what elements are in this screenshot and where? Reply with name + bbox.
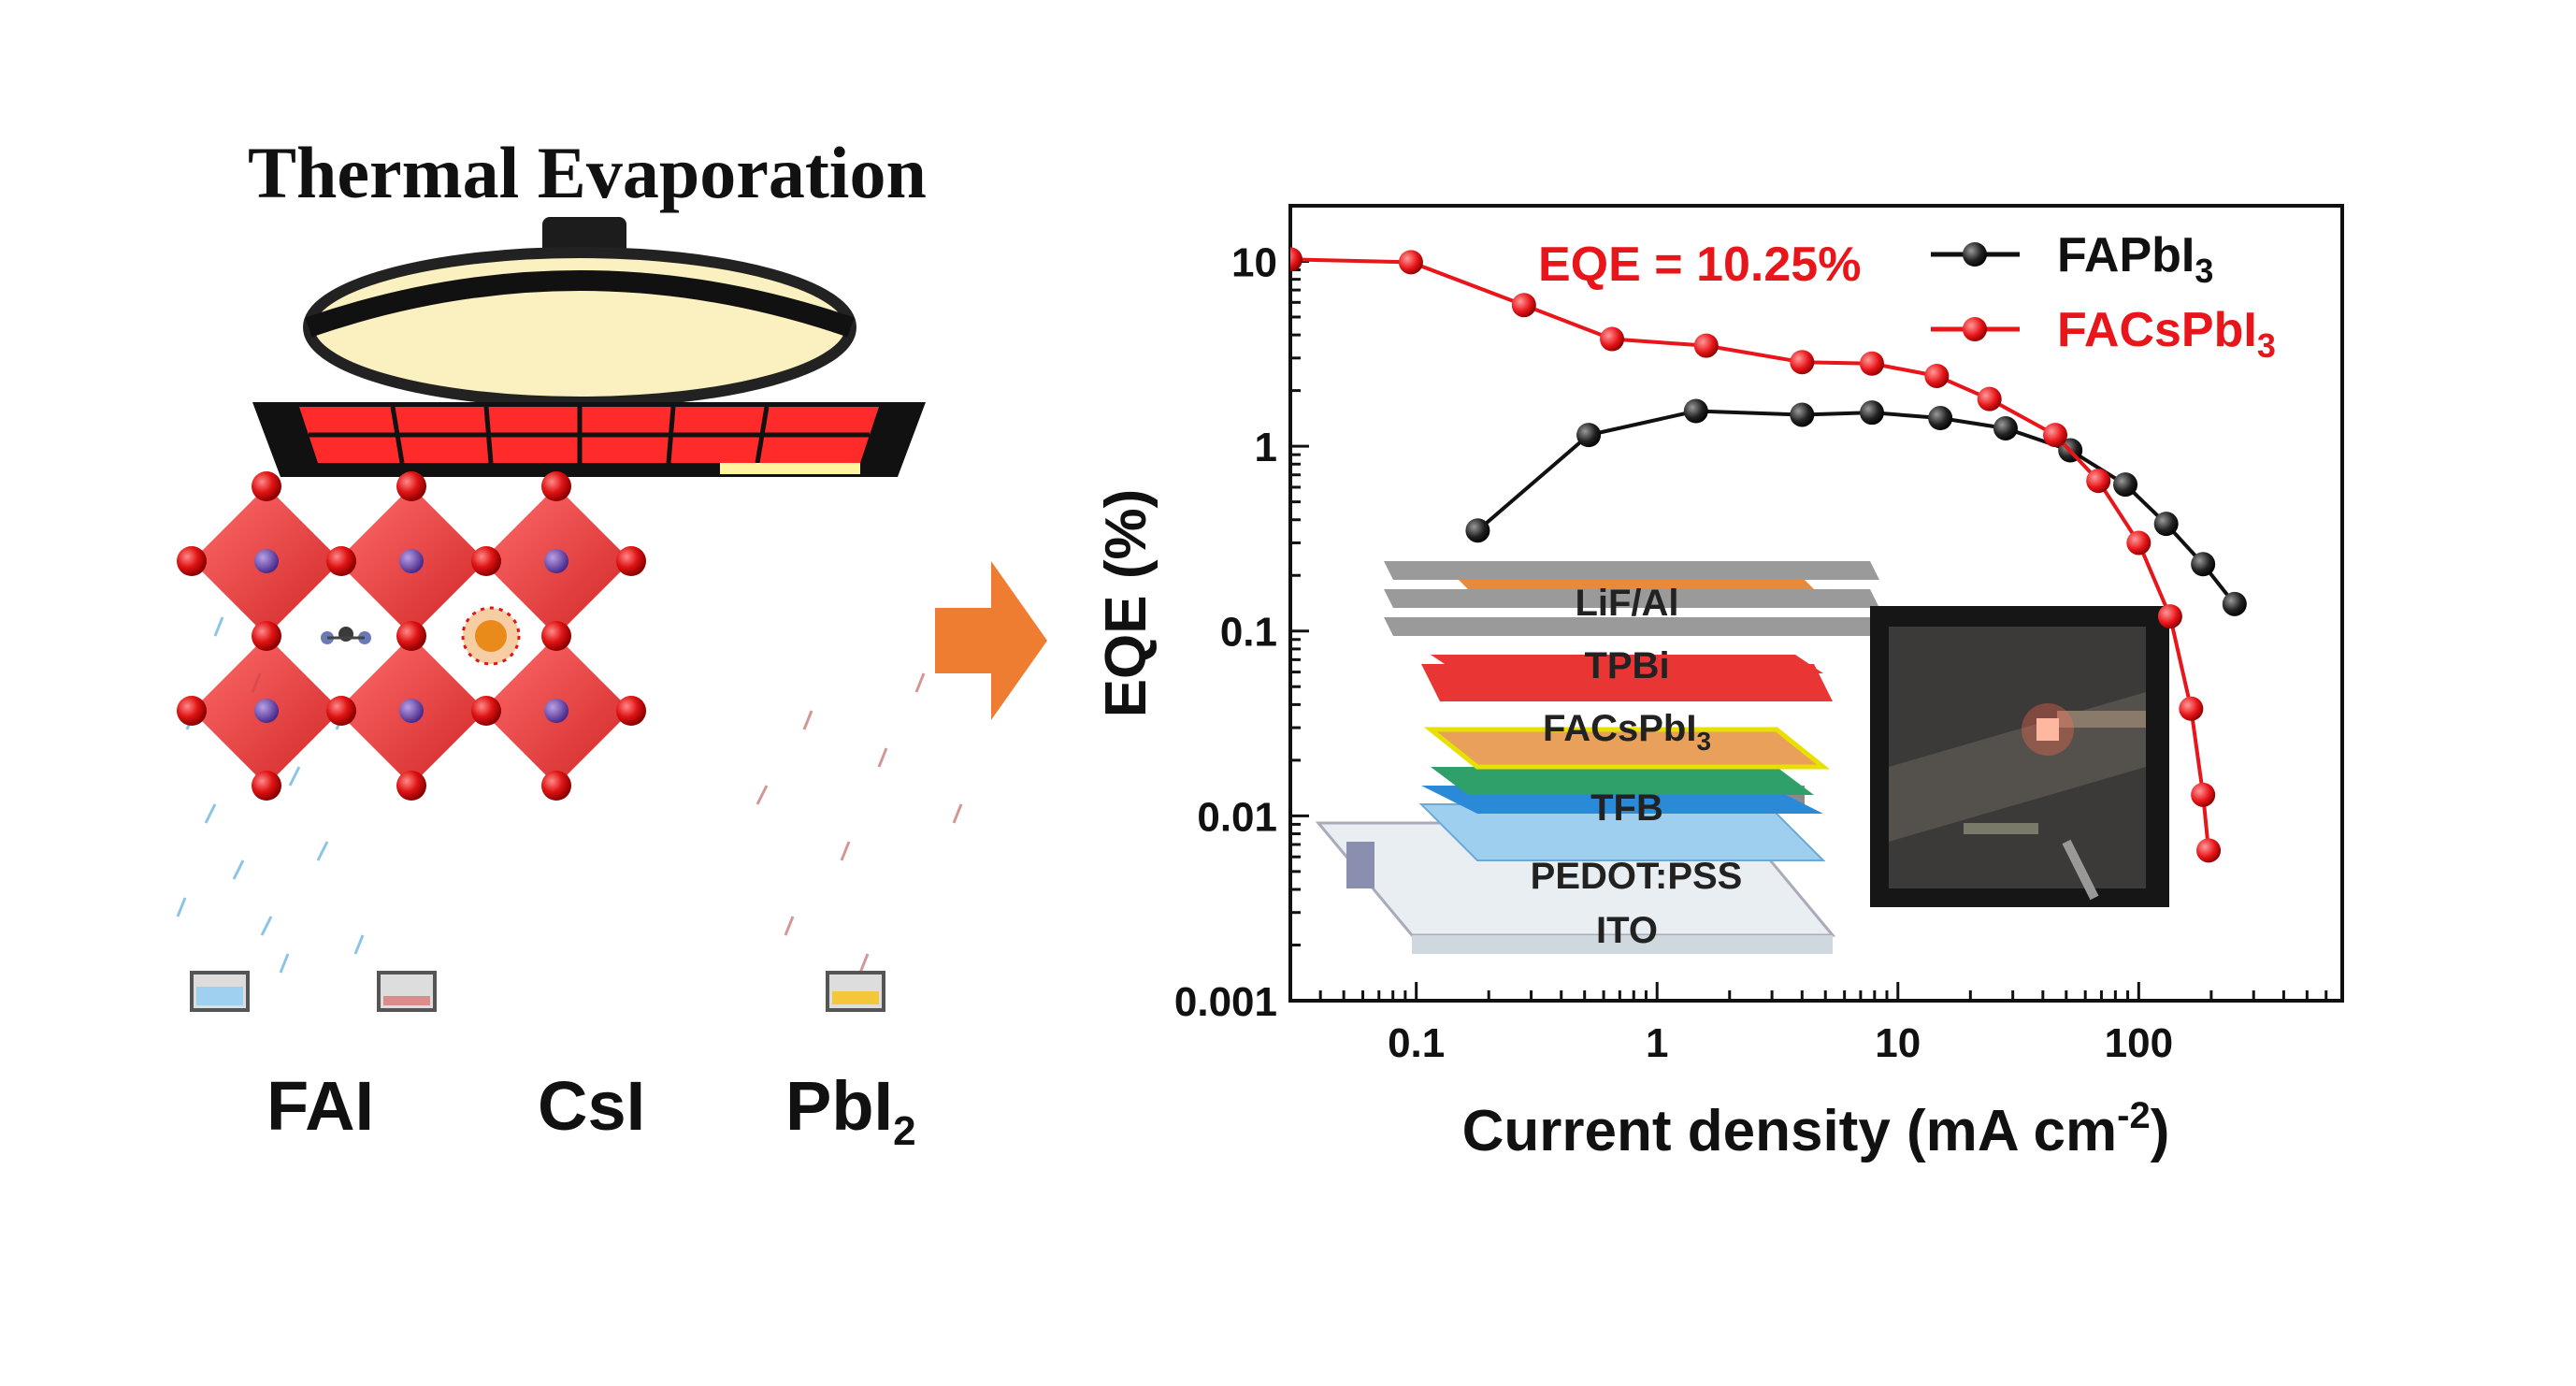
legend-entry-facspbi3: FACsPbI3: [1931, 303, 2276, 365]
fa-cation: [321, 627, 371, 644]
crucible-csi: [377, 971, 437, 1012]
data-point: [1290, 247, 1302, 272]
y-tick-label: 0.01: [1197, 794, 1277, 840]
cs-cation: [461, 606, 521, 666]
y-tick-label: 0.001: [1174, 979, 1277, 1025]
data-point: [1790, 402, 1815, 427]
data-point: [1859, 400, 1884, 426]
layer-label-tfb: TFB: [1590, 787, 1663, 829]
layer-label-pedot-pss: PEDOT:PSS: [1531, 856, 1743, 897]
data-point: [1928, 406, 1953, 431]
data-point: [2113, 472, 2138, 498]
data-point: [2126, 530, 2151, 556]
data-point: [2043, 423, 2068, 448]
data-point: [2086, 469, 2111, 494]
layer-label-facspbi3: FACsPbI3: [1543, 708, 1711, 756]
y-tick-label: 0.1: [1220, 610, 1277, 656]
perovskite-octahedra: [177, 471, 646, 801]
data-point: [2222, 591, 2247, 616]
data-point: [1693, 333, 1719, 358]
data-point: [1600, 326, 1625, 352]
data-point: [1576, 423, 1602, 448]
x-axis-title: Current density (mA cm-2): [1462, 1095, 2170, 1163]
y-tick-label: 1: [1255, 425, 1277, 470]
crucible-fai: [190, 971, 250, 1012]
data-point: [2157, 604, 2182, 629]
data-point: [1398, 250, 1423, 275]
substrate-grid: [252, 402, 926, 477]
legend: FAPbI3 FACsPbI3: [1931, 228, 2276, 365]
illustration-title: Thermal Evaporation: [248, 132, 927, 213]
process-arrow-icon: [935, 561, 1047, 720]
data-point: [2153, 512, 2179, 537]
series-line-1: [1290, 257, 2211, 851]
x-tick-label: 0.1: [1388, 1020, 1445, 1066]
y-axis-title: EQE (%): [1094, 489, 1158, 718]
device-stack-inset: LiF/Al TPBi FACsPbI3 TFB PEDOT:PSS ITO: [1315, 561, 1879, 954]
data-point: [1993, 415, 2018, 440]
data-point: [1859, 351, 1884, 376]
data-point: [1977, 386, 2002, 411]
device-photo-inset: [1870, 606, 2169, 907]
data-point: [1683, 398, 1708, 424]
x-tick-label: 1: [1646, 1020, 1668, 1066]
source-label-csi: CsI: [538, 1067, 646, 1145]
layer-label-tpbi: TPBi: [1584, 645, 1669, 686]
data-point: [2191, 782, 2216, 807]
data-point: [1465, 518, 1490, 543]
eqe-chart: 0.1 1 10 100 0.001 0.01 0.1 1 10 EQE (%) Current…: [1094, 204, 2344, 1163]
data-point: [2179, 696, 2204, 721]
vapour-spray-pbi2: [756, 672, 963, 974]
source-label-fai: FAI: [266, 1067, 375, 1145]
svg-text:FAPbI3: FAPbI3: [2057, 228, 2213, 290]
x-tick-label: 100: [2105, 1020, 2173, 1066]
svg-text:FACsPbI3: FACsPbI3: [2057, 303, 2276, 365]
layer-label-lif-al: LiF/Al: [1575, 583, 1678, 624]
data-point: [1924, 363, 1950, 388]
data-point: [2196, 838, 2222, 863]
data-point: [1790, 350, 1815, 375]
source-label-pbi2: PbI2: [785, 1067, 916, 1154]
data-point: [2191, 552, 2216, 577]
thermal-evaporation-illustration: [176, 217, 963, 1012]
plot-frame: [1288, 204, 2344, 1003]
eqe-annotation: EQE = 10.25%: [1538, 238, 1861, 292]
crucible-pbi2: [826, 971, 885, 1012]
y-tick-label: 10: [1231, 239, 1277, 285]
layer-label-ito: ITO: [1596, 910, 1658, 951]
legend-entry-fapbi3: FAPbI3: [1931, 228, 2213, 290]
x-tick-label: 10: [1875, 1020, 1921, 1066]
data-point: [1511, 293, 1536, 318]
